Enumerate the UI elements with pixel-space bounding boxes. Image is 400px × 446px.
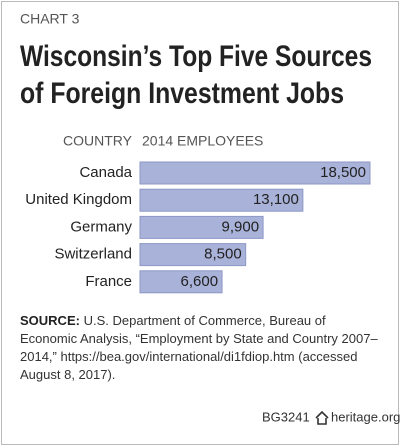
category-label: France [85, 273, 132, 290]
report-id: BG3241 [262, 409, 310, 424]
source-text: U.S. Department of Commerce, Bureau of E… [20, 313, 378, 382]
category-label: Canada [79, 164, 132, 181]
value-label: 9,900 [222, 218, 260, 235]
bar [139, 243, 247, 267]
chart-title: of Foreign Investment Jobs [20, 77, 344, 110]
source-label: SOURCE: [20, 313, 80, 328]
category-label: Germany [70, 218, 132, 235]
source-note: SOURCE: U.S. Department of Commerce, Bur… [20, 312, 382, 384]
chart-title: Wisconsin’s Top Five Sources [20, 40, 372, 73]
bar [139, 215, 264, 239]
value-label: 6,600 [181, 273, 219, 290]
column-header: COUNTRY [63, 133, 133, 149]
bar [139, 161, 371, 185]
value-label: 13,100 [253, 191, 299, 208]
column-header: 2014 EMPLOYEES [142, 133, 263, 149]
value-label: 8,500 [204, 246, 242, 263]
bar [139, 188, 304, 212]
bar [139, 270, 223, 294]
value-label: 18,500 [320, 164, 366, 181]
category-label: Switzerland [54, 246, 132, 263]
chart-label: CHART 3 [20, 11, 80, 27]
site-name: heritage.org [331, 409, 400, 424]
category-label: United Kingdom [25, 191, 132, 208]
logo [315, 410, 329, 425]
